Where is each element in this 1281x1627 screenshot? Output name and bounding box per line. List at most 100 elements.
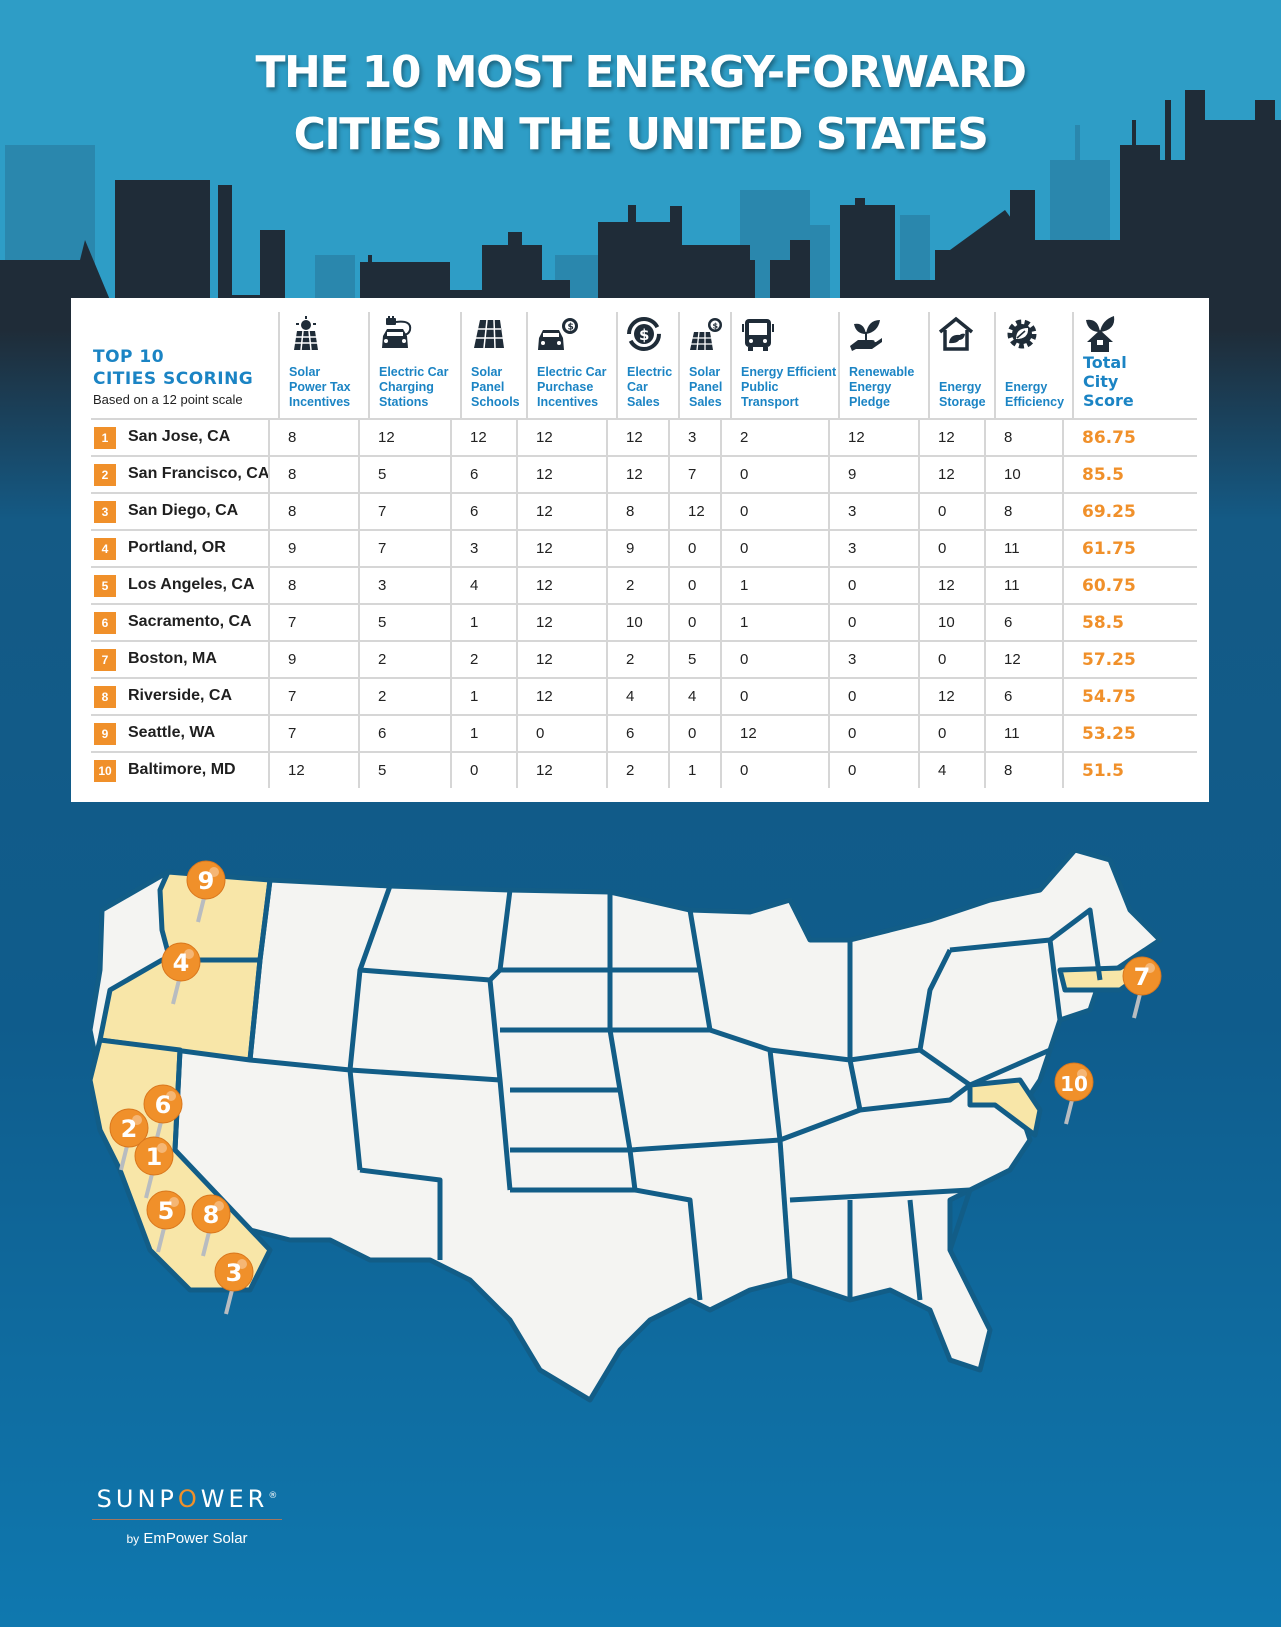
rank-badge: 9 bbox=[94, 723, 116, 745]
column-label: Solar Power Tax Incentives bbox=[289, 365, 351, 409]
score-cell: 0 bbox=[938, 725, 947, 742]
city-name: San Diego, CA bbox=[128, 502, 239, 519]
total-score-cell: 51.5 bbox=[1082, 761, 1124, 781]
registered-mark: ® bbox=[268, 1491, 278, 1501]
rank-badge: 7 bbox=[94, 649, 116, 671]
logo-divider bbox=[92, 1519, 282, 1520]
column-header-energy-efficiency: Energy Efficiency bbox=[994, 312, 1072, 418]
score-cell: 12 bbox=[536, 762, 553, 779]
column-divider bbox=[984, 418, 986, 788]
score-cell: 0 bbox=[688, 614, 697, 631]
score-cell: 12 bbox=[536, 651, 553, 668]
column-header-total-score: Total City Score bbox=[1072, 312, 1152, 418]
score-cell: 0 bbox=[688, 540, 697, 557]
score-cell: 2 bbox=[626, 762, 635, 779]
rank-badge: 6 bbox=[94, 612, 116, 634]
brand-text-o: O bbox=[177, 1485, 201, 1513]
table-row: 8 Riverside, CA 7 2 1 12 4 4 0 0 12 6 54.75 bbox=[91, 677, 1197, 714]
score-cell: 5 bbox=[378, 762, 387, 779]
score-cell: 9 bbox=[288, 651, 297, 668]
bus-icon bbox=[742, 319, 774, 351]
score-cell: 1 bbox=[740, 577, 749, 594]
column-header-car-sales: $ Electric Car Sales bbox=[616, 312, 678, 418]
total-score-cell: 53.25 bbox=[1082, 724, 1136, 744]
us-map: 9 4 6 2 1 5 8 3 7 10 bbox=[90, 850, 1163, 1403]
table-header: TOP 10 CITIES SCORING Based on a 12 poin… bbox=[71, 298, 1209, 418]
house-leaf-icon bbox=[938, 316, 974, 351]
column-header-energy-storage: Energy Storage bbox=[928, 312, 994, 418]
table-title-line-1: TOP 10 bbox=[93, 347, 165, 367]
score-cell: 3 bbox=[470, 540, 479, 557]
score-cell: 6 bbox=[470, 466, 479, 483]
map-pin: 7 bbox=[1122, 956, 1162, 1019]
total-score-cell: 85.5 bbox=[1082, 465, 1124, 485]
score-cell: 0 bbox=[938, 540, 947, 557]
column-header-renewable-pledge: Renewable Energy Pledge bbox=[838, 312, 928, 418]
score-cell: 7 bbox=[688, 466, 697, 483]
total-score-cell: 86.75 bbox=[1082, 428, 1136, 448]
score-cell: 12 bbox=[470, 429, 487, 446]
rank-badge: 4 bbox=[94, 538, 116, 560]
score-cell: 0 bbox=[848, 725, 857, 742]
city-name: Portland, OR bbox=[128, 539, 226, 556]
score-cell: 12 bbox=[626, 466, 643, 483]
gear-leaf-icon bbox=[1007, 319, 1037, 349]
car-plug-icon bbox=[382, 316, 412, 348]
column-label: Total City Score bbox=[1083, 353, 1134, 410]
score-cell: 12 bbox=[288, 762, 305, 779]
score-cell: 8 bbox=[1004, 429, 1013, 446]
map-pin: 1 bbox=[134, 1136, 174, 1199]
score-cell: 0 bbox=[740, 540, 749, 557]
table-title-line-2: CITIES SCORING bbox=[93, 369, 254, 389]
partner-name: EmPower Solar bbox=[143, 1530, 248, 1547]
city-name: Seattle, WA bbox=[128, 724, 216, 741]
title-line-2: CITIES IN THE UNITED STATES bbox=[293, 109, 989, 160]
score-cell: 3 bbox=[848, 503, 857, 520]
city-name: San Francisco, CA bbox=[128, 465, 270, 482]
table-row: 2 San Francisco, CA 8 5 6 12 12 7 0 9 12 10 85.5 bbox=[91, 455, 1197, 492]
score-cell: 5 bbox=[688, 651, 697, 668]
city-name: Los Angeles, CA bbox=[128, 576, 255, 593]
car-dollar-gear-icon: $ bbox=[538, 318, 578, 350]
score-cell: 8 bbox=[288, 429, 297, 446]
score-cell: 1 bbox=[688, 762, 697, 779]
score-cell: 12 bbox=[688, 503, 705, 520]
map-pin: 4 bbox=[161, 942, 201, 1005]
svg-text:1: 1 bbox=[146, 1143, 163, 1171]
score-cell: 9 bbox=[848, 466, 857, 483]
score-cell: 1 bbox=[470, 614, 479, 631]
score-cell: 8 bbox=[1004, 503, 1013, 520]
svg-text:$: $ bbox=[639, 326, 649, 344]
table-row: 9 Seattle, WA 7 6 1 0 6 0 12 0 0 11 53.25 bbox=[91, 714, 1197, 751]
map-pin: 3 bbox=[214, 1252, 254, 1315]
house-leaves-icon bbox=[1086, 316, 1115, 352]
score-cell: 7 bbox=[378, 503, 387, 520]
score-cell: 12 bbox=[536, 688, 553, 705]
rank-badge: 1 bbox=[94, 427, 116, 449]
partner-line: by EmPower Solar bbox=[92, 1530, 282, 1547]
rank-badge: 3 bbox=[94, 501, 116, 523]
score-cell: 11 bbox=[1004, 577, 1020, 594]
svg-text:$: $ bbox=[568, 323, 574, 333]
column-label: Renewable Energy Pledge bbox=[849, 365, 915, 409]
score-cell: 0 bbox=[740, 503, 749, 520]
column-divider bbox=[668, 418, 670, 788]
score-cell: 5 bbox=[378, 466, 387, 483]
score-cell: 8 bbox=[626, 503, 635, 520]
column-divider bbox=[606, 418, 608, 788]
score-cell: 2 bbox=[740, 429, 749, 446]
score-cell: 0 bbox=[938, 503, 947, 520]
brand-wordmark: SUNPOWER® bbox=[92, 1485, 282, 1513]
score-cell: 12 bbox=[1004, 651, 1021, 668]
sunpower-logo: SUNPOWER® by EmPower Solar bbox=[92, 1485, 282, 1547]
score-cell: 7 bbox=[288, 725, 297, 742]
score-cell: 12 bbox=[536, 577, 553, 594]
map-pin: 9 bbox=[186, 860, 226, 923]
table-row: 1 San Jose, CA 8 12 12 12 12 3 2 12 12 8 86.75 bbox=[91, 418, 1197, 455]
score-cell: 6 bbox=[626, 725, 635, 742]
column-label: Electric Car Sales bbox=[627, 365, 673, 409]
svg-text:2: 2 bbox=[121, 1115, 138, 1143]
brand-text-start: SUNP bbox=[96, 1485, 178, 1513]
table-title: TOP 10 CITIES SCORING bbox=[93, 346, 253, 390]
column-divider bbox=[1062, 418, 1064, 788]
